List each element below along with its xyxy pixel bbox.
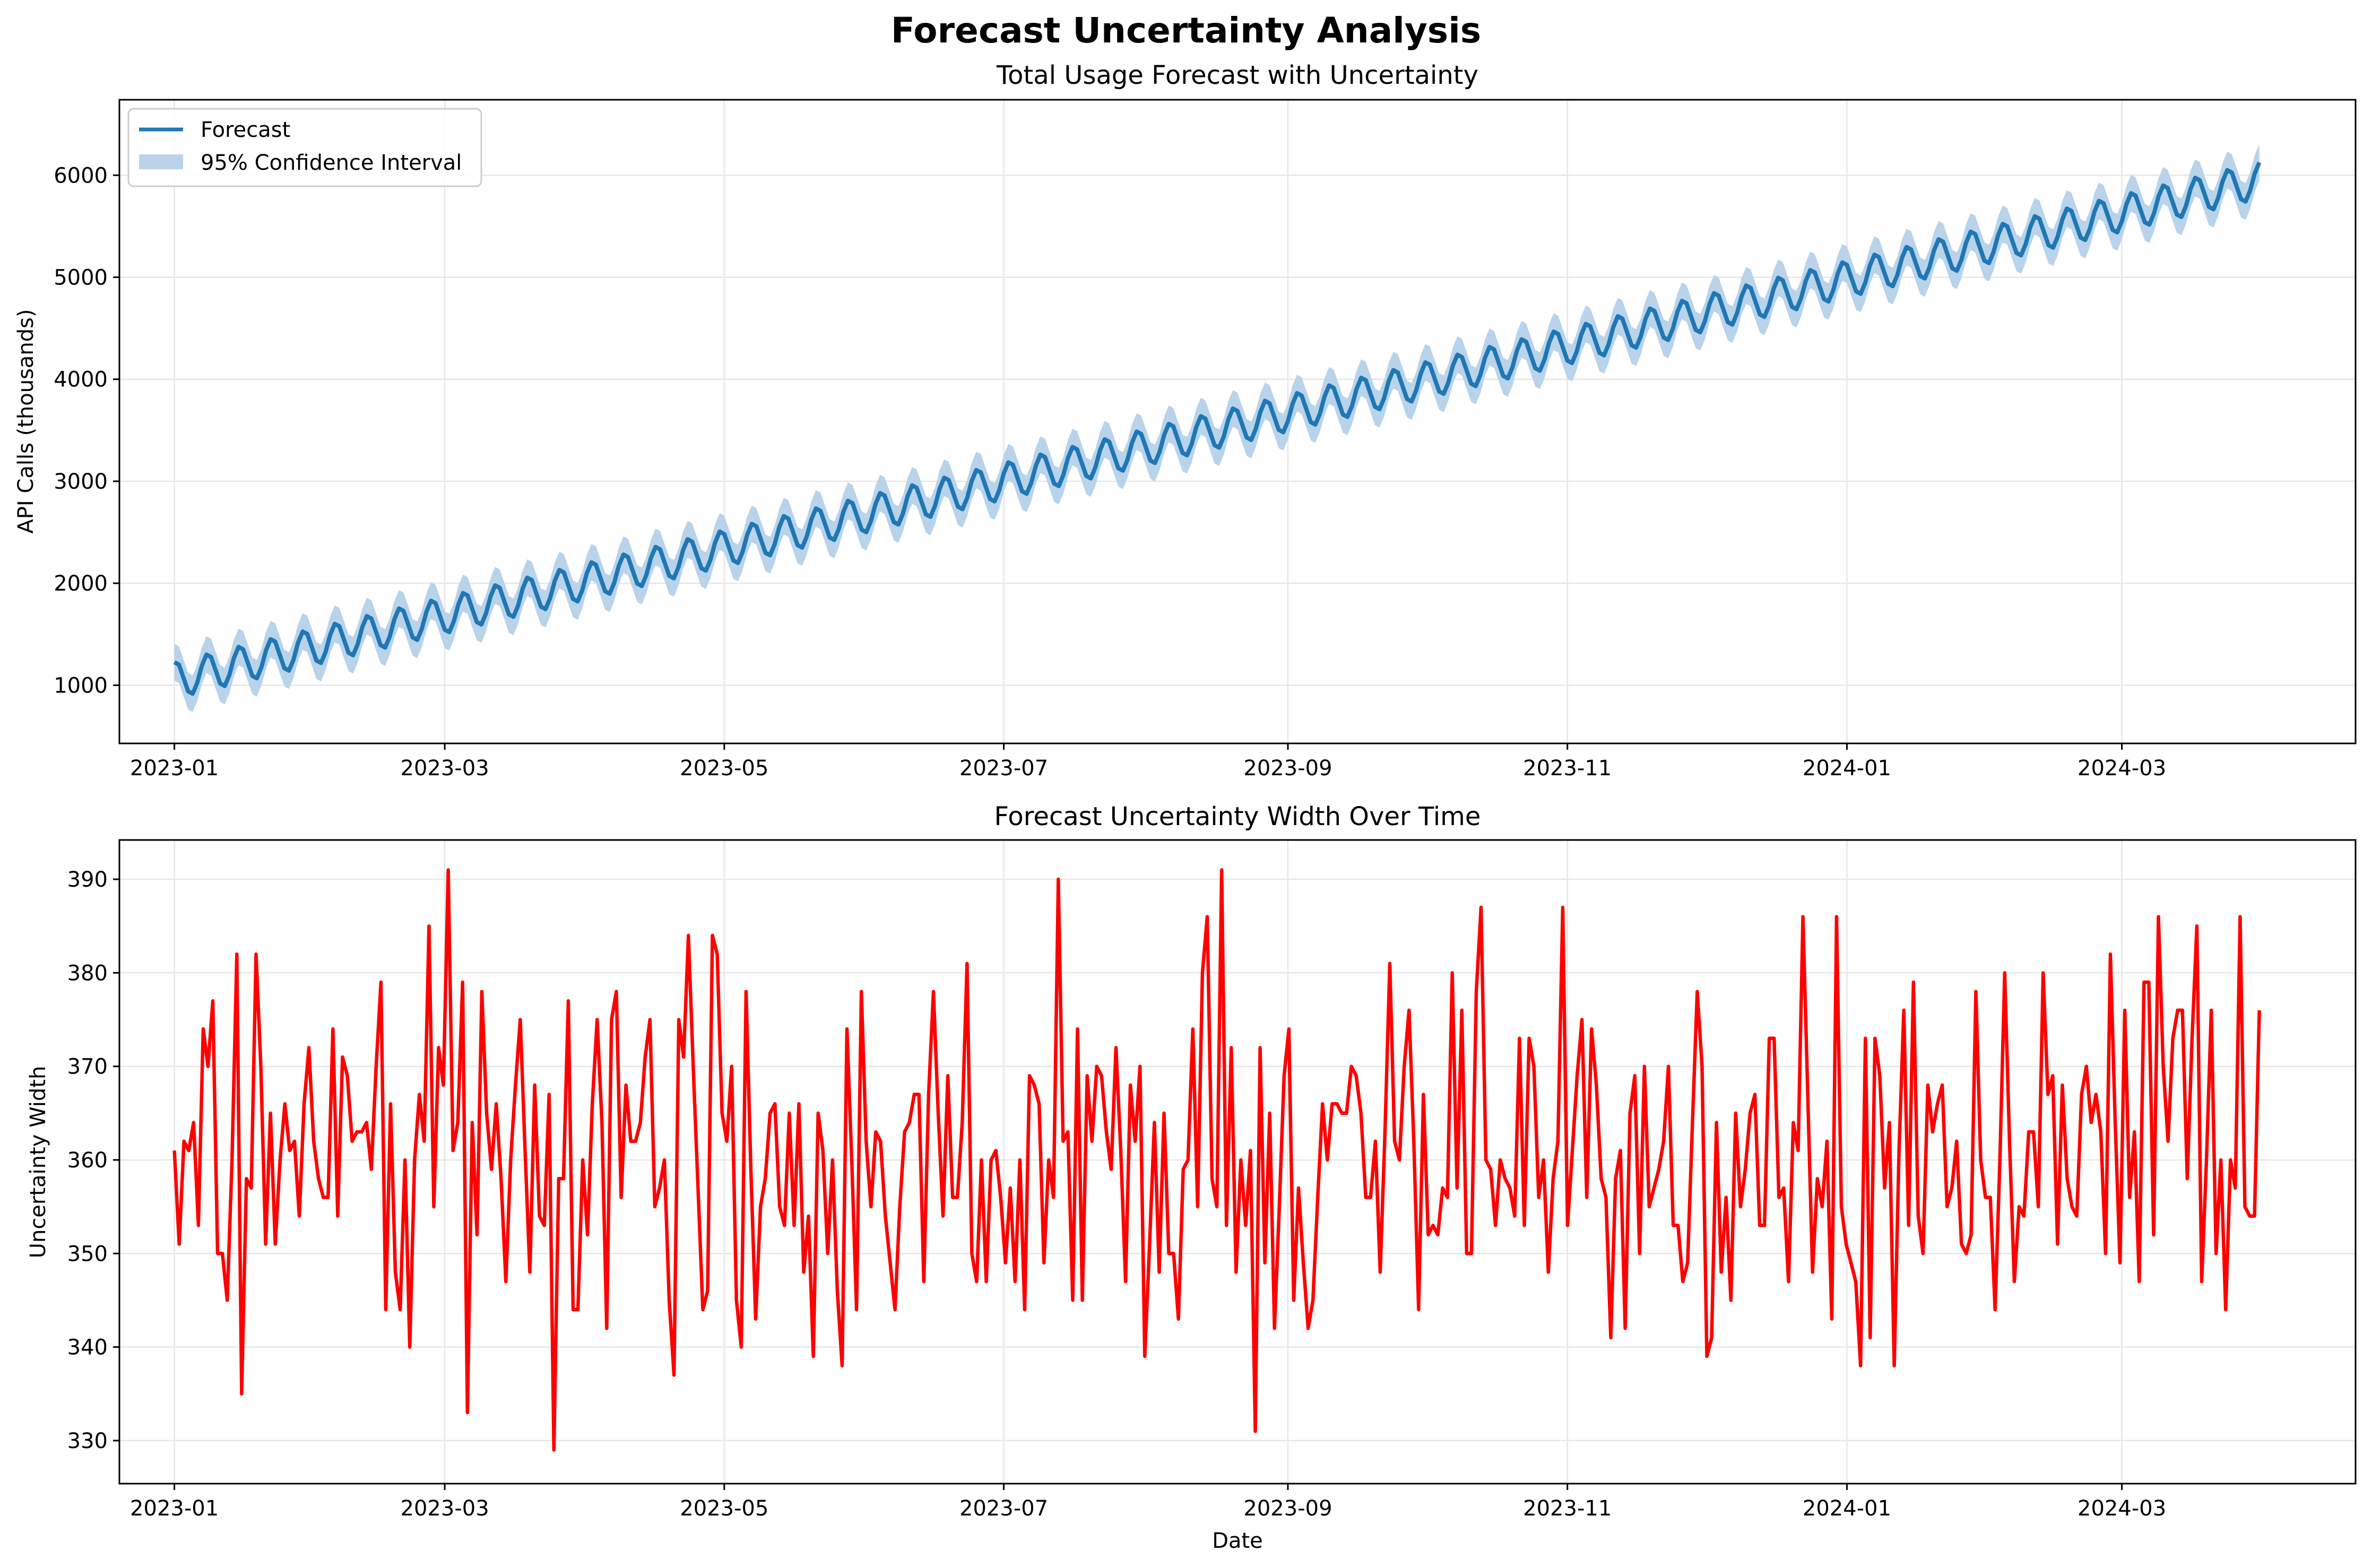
- uncertainty-y-tick-label: 360: [67, 1148, 108, 1173]
- uncertainty-x-tick-label: 2023-05: [680, 1496, 768, 1521]
- uncertainty-line-layer: [172, 868, 2261, 1452]
- forecast-x-tick-label: 2024-01: [1803, 756, 1891, 781]
- forecast-x-ticks: 2023-01 2023-03 2023-05 2023-07 2023-09 2023-…: [130, 743, 2166, 781]
- forecast-x-tick-label: 2023-03: [401, 756, 489, 781]
- forecast-y-tick-label: 5000: [54, 265, 108, 290]
- forecast-panel-title: Total Usage Forecast with Uncertainty: [996, 60, 1478, 90]
- uncertainty-y-tick-label: 330: [67, 1429, 108, 1453]
- forecast-line: [173, 161, 2262, 696]
- forecast-y-tick-label: 3000: [54, 470, 108, 494]
- uncertainty-x-ticks: 2023-01 2023-03 2023-05 2023-07 2023-09 2023-…: [130, 1484, 2166, 1521]
- forecast-x-tick-label: 2023-07: [959, 756, 1048, 781]
- legend-confidence-swatch: [139, 154, 183, 169]
- uncertainty-x-tick-label: 2023-09: [1243, 1496, 1332, 1521]
- forecast-y-tick-label: 2000: [54, 571, 108, 596]
- forecast-y-tick-label: 4000: [54, 368, 108, 392]
- uncertainty-y-tick-label: 370: [67, 1055, 108, 1079]
- figure-title: Forecast Uncertainty Analysis: [891, 10, 1481, 51]
- forecast-x-tick-label: 2023-05: [680, 756, 768, 781]
- uncertainty-x-tick-label: 2024-01: [1803, 1496, 1891, 1521]
- forecast-y-tick-label: 1000: [54, 673, 108, 698]
- forecast-x-tick-label: 2023-09: [1243, 756, 1332, 781]
- uncertainty-panel-title: Forecast Uncertainty Width Over Time: [994, 802, 1481, 831]
- legend-forecast-label: Forecast: [201, 118, 290, 142]
- uncertainty-y-tick-label: 340: [67, 1336, 108, 1360]
- uncertainty-x-tick-label: 2024-03: [2077, 1496, 2166, 1521]
- forecast-y-ticks: 1000 2000 3000 4000 5000 6000: [54, 163, 119, 698]
- forecast-y-axis-label: API Calls (thousands): [14, 309, 38, 533]
- forecast-legend: Forecast 95% Confidence Interval: [127, 108, 482, 187]
- forecast-x-tick-label: 2023-01: [130, 756, 219, 781]
- uncertainty-x-tick-label: 2023-07: [959, 1496, 1048, 1521]
- confidence-band: [174, 144, 2260, 712]
- forecast-x-tick-label: 2023-11: [1523, 756, 1612, 781]
- uncertainty-y-ticks: 330 340 350 360 370 380 390: [67, 868, 119, 1453]
- uncertainty-x-axis-label: Date: [1212, 1529, 1263, 1553]
- forecast-plot-frame: [118, 99, 2357, 744]
- confidence-band-layer: [174, 144, 2260, 712]
- uncertainty-y-tick-label: 350: [67, 1242, 108, 1266]
- uncertainty-y-tick-label: 380: [67, 961, 108, 985]
- forecast-x-tick-label: 2024-03: [2077, 756, 2166, 781]
- uncertainty-x-tick-label: 2023-11: [1523, 1496, 1612, 1521]
- legend-confidence-label: 95% Confidence Interval: [201, 151, 462, 175]
- forecast-y-tick-label: 6000: [54, 163, 108, 188]
- uncertainty-y-tick-label: 390: [67, 868, 108, 892]
- uncertainty-panel: Forecast Uncertainty Width Over Time 202…: [26, 802, 2357, 1553]
- uncertainty-x-tick-label: 2023-01: [130, 1496, 219, 1521]
- forecast-grid: [119, 100, 2356, 743]
- uncertainty-x-tick-label: 2023-03: [401, 1496, 489, 1521]
- forecast-line-layer: [173, 161, 2262, 696]
- uncertainty-y-axis-label: Uncertainty Width: [26, 1066, 50, 1259]
- uncertainty-width-line: [172, 868, 2261, 1452]
- forecast-panel: Total Usage Forecast with Uncertainty 20…: [14, 60, 2357, 781]
- uncertainty-plot-frame: [118, 839, 2357, 1485]
